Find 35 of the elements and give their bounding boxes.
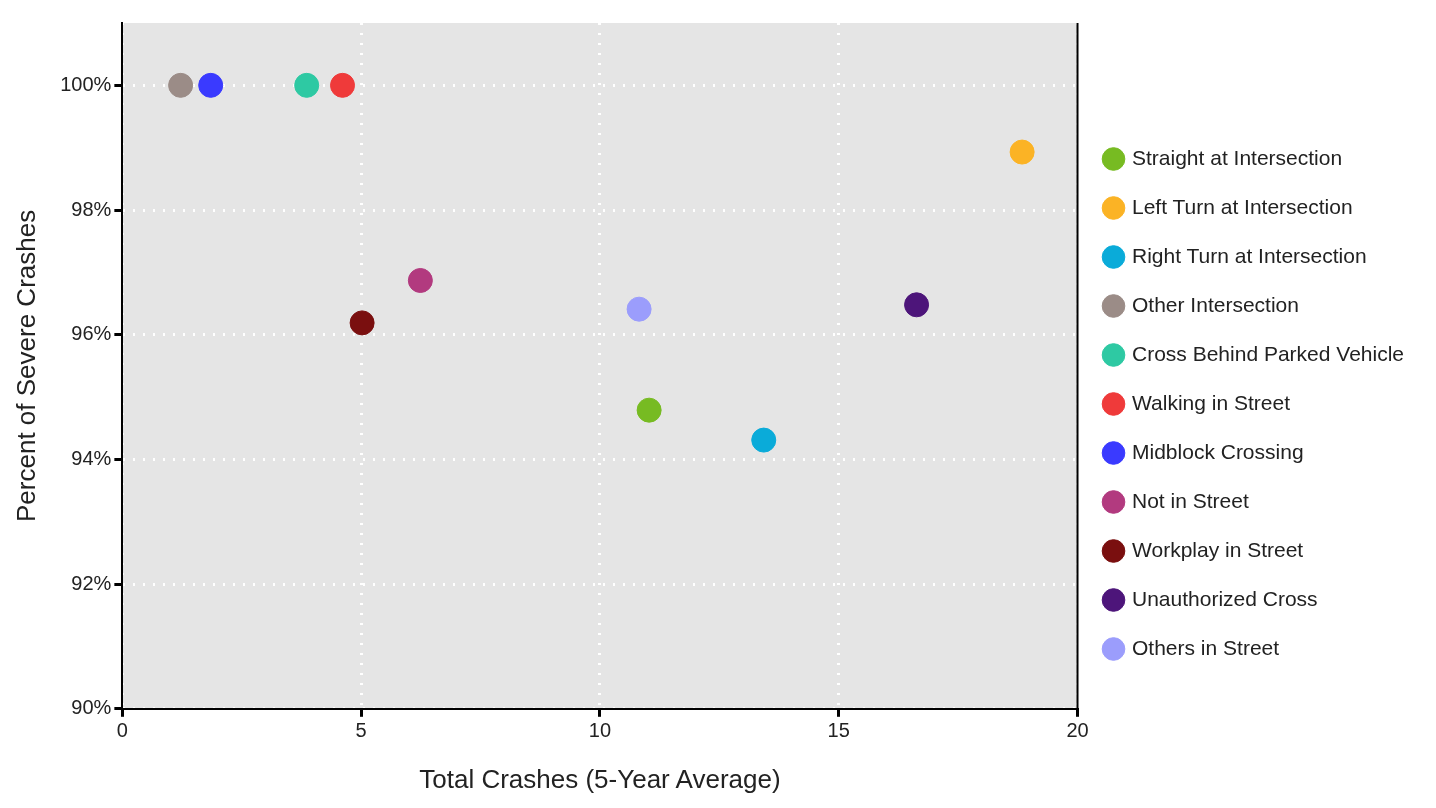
legend-label: Straight at Intersection bbox=[1132, 145, 1343, 169]
point bbox=[904, 292, 930, 318]
y-tick-label: 92% bbox=[71, 571, 112, 594]
legend-label: Unauthorized Cross bbox=[1132, 586, 1318, 610]
legend-label: Cross Behind Parked Vehicle bbox=[1132, 341, 1405, 365]
legend-label: Right Turn at Intersection bbox=[1132, 243, 1367, 267]
point bbox=[349, 310, 375, 336]
point bbox=[168, 72, 194, 98]
legend-label: Others in Street bbox=[1132, 635, 1280, 659]
y-axis-title: Percent of Severe Crashes bbox=[10, 209, 41, 522]
y-tick-label: 96% bbox=[71, 322, 112, 345]
y-tick-label: 94% bbox=[71, 446, 112, 469]
x-tick-label: 10 bbox=[588, 719, 612, 742]
legend-label: Other Intersection bbox=[1132, 292, 1299, 316]
x-axis-title: Total Crashes (5-Year Average) bbox=[419, 763, 781, 794]
point bbox=[636, 397, 662, 423]
point bbox=[407, 267, 433, 293]
y-tick-label: 90% bbox=[71, 696, 112, 719]
x-tick-label: 20 bbox=[1066, 719, 1089, 742]
point bbox=[198, 72, 224, 98]
x-tick-label: 5 bbox=[355, 719, 367, 742]
point bbox=[294, 72, 320, 98]
legend-label: Midblock Crossing bbox=[1132, 439, 1304, 463]
x-tick-label: 15 bbox=[827, 719, 850, 742]
point bbox=[626, 296, 652, 322]
legend-label: Not in Street bbox=[1132, 488, 1249, 512]
point bbox=[1009, 139, 1035, 165]
point bbox=[751, 427, 777, 453]
legend-label: Walking in Street bbox=[1132, 390, 1291, 414]
legend-label: Left Turn at Intersection bbox=[1132, 194, 1353, 218]
y-tick-label: 98% bbox=[71, 197, 112, 220]
legend-label: Workplay in Street bbox=[1132, 537, 1304, 561]
point bbox=[330, 72, 356, 98]
x-tick-label: 0 bbox=[116, 719, 128, 742]
y-tick-label: 100% bbox=[60, 72, 112, 95]
